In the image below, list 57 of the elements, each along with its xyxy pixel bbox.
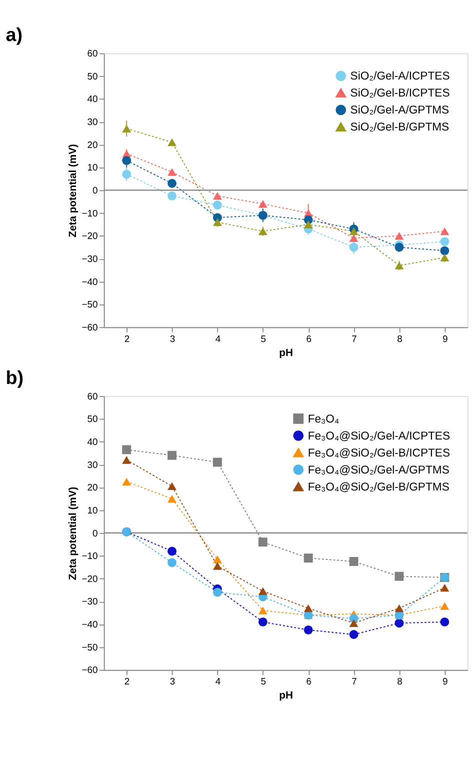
x-tick-label: 3 — [170, 334, 176, 345]
x-tick-label: 8 — [397, 676, 402, 688]
x-tick-label: 8 — [397, 334, 402, 345]
y-tick-label: 10 — [87, 505, 98, 516]
x-tick-label: 3 — [170, 676, 176, 688]
x-tick-label: 9 — [442, 676, 448, 688]
x-tick-label: 7 — [352, 676, 357, 688]
y-tick-label: −50 — [82, 300, 98, 311]
chart-title: a) — [6, 25, 22, 46]
y-tick-label: −50 — [82, 642, 98, 654]
x-tick-label: 5 — [260, 676, 266, 688]
y-tick-label: 0 — [92, 528, 98, 540]
y-tick-label: 10 — [87, 162, 98, 174]
y-tick-label: 50 — [87, 414, 98, 426]
legend-label: Fe₃O₄@SiO₂/Gel-B/GPTMS — [308, 481, 450, 494]
legend-label: SiO₂/Gel-B/GPTMS — [350, 122, 450, 134]
y-tick-label: 40 — [87, 94, 98, 106]
y-tick-label: −10 — [82, 208, 98, 220]
x-tick-label: 6 — [306, 334, 312, 345]
legend-label: Fe₃O₄@SiO₂/Gel-A/ICPTES — [308, 430, 450, 442]
y-tick-label: −60 — [82, 322, 98, 334]
y-tick-label: −40 — [82, 276, 98, 288]
y-tick-label: −20 — [82, 231, 98, 242]
x-tick-label: 4 — [215, 334, 221, 345]
legend-label: SiO₂/Gel-A/ICPTES — [350, 70, 450, 83]
y-tick-label: 60 — [87, 391, 98, 402]
y-tick-label: 0 — [92, 186, 98, 197]
x-tick-label: 9 — [442, 334, 448, 345]
legend-label: Fe₃O₄ — [308, 413, 340, 426]
chart-title: b) — [6, 368, 24, 389]
legend-label: Fe₃O₄@SiO₂/Gel-A/GPTMS — [308, 464, 450, 476]
y-tick-label: 20 — [87, 482, 98, 494]
y-axis-title: Zeta potential (mV) — [68, 486, 80, 580]
x-axis-title: pH — [279, 348, 294, 359]
y-tick-label: 50 — [87, 71, 98, 82]
x-tick-label: 6 — [306, 676, 312, 688]
y-tick-label: 60 — [87, 48, 98, 60]
x-tick-label: 4 — [215, 676, 221, 688]
x-tick-label: 2 — [124, 334, 130, 345]
y-tick-label: −30 — [82, 596, 98, 608]
x-tick-label: 5 — [260, 334, 266, 345]
legend-label: SiO₂/Gel-A/GPTMS — [350, 104, 450, 117]
x-tick-label: 7 — [352, 334, 357, 345]
y-axis-title: Zeta potential (mV) — [68, 144, 80, 238]
y-tick-label: 30 — [87, 117, 98, 128]
x-axis-title: pH — [279, 690, 294, 702]
y-tick-label: −60 — [82, 665, 98, 676]
y-tick-label: 40 — [87, 436, 98, 448]
y-tick-label: −40 — [82, 620, 98, 631]
y-tick-label: −10 — [82, 551, 98, 562]
y-tick-label: 20 — [87, 140, 98, 151]
y-tick-label: −30 — [82, 254, 98, 265]
x-tick-label: 2 — [124, 676, 130, 688]
y-tick-label: 30 — [87, 460, 98, 471]
legend-label: Fe₃O₄@SiO₂/Gel-B/ICPTES — [308, 447, 450, 460]
legend-label: SiO₂/Gel-B/ICPTES — [350, 88, 450, 100]
y-tick-label: −20 — [82, 574, 98, 585]
